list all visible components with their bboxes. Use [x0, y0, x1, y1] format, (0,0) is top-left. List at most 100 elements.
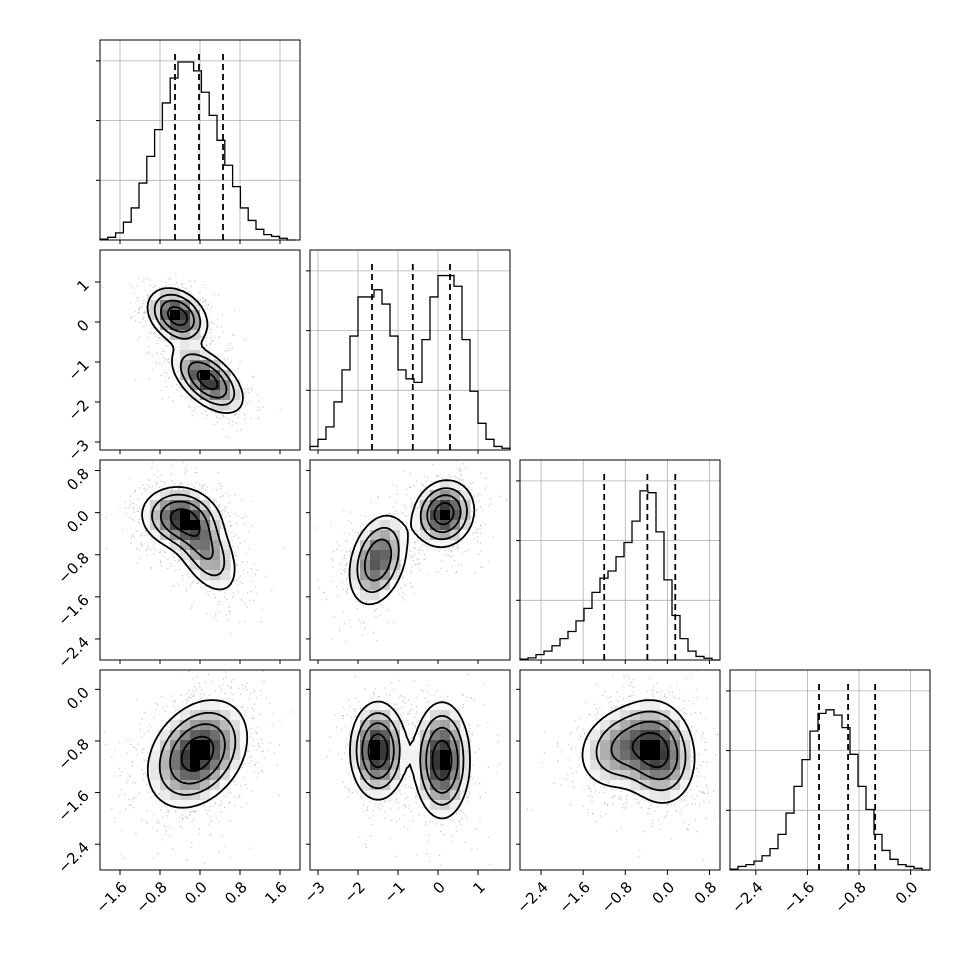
- density-cell: [190, 520, 201, 531]
- density-cell: [380, 560, 391, 571]
- density-cell: [180, 350, 191, 361]
- density-cell: [610, 720, 621, 731]
- density-cell: [160, 300, 171, 311]
- density-cell: [630, 710, 641, 721]
- density-panel-p2-p3: [519, 669, 721, 871]
- density-panel-p1-p2: [309, 459, 511, 661]
- density-cell: [350, 740, 361, 751]
- density-cell: [600, 720, 611, 731]
- density-cell: [160, 530, 171, 541]
- density-cell: [200, 360, 211, 371]
- density-cell: [400, 730, 411, 741]
- density-cell: [650, 710, 661, 721]
- density-cell: [620, 780, 631, 791]
- x-tick-label-p2-2: −0.8: [598, 878, 636, 916]
- density-cell: [180, 760, 191, 771]
- density-panel-p0-p2: [99, 459, 301, 661]
- density-cell: [660, 730, 671, 741]
- density-cell: [180, 330, 191, 341]
- histogram-step-p2: [519, 490, 720, 661]
- density-cell: [430, 730, 441, 741]
- density-cell: [400, 530, 411, 541]
- density-cell: [360, 540, 371, 551]
- contour-level-3: [631, 731, 669, 769]
- density-cell: [420, 800, 431, 811]
- density-cell: [440, 750, 451, 761]
- density-cell: [670, 750, 681, 761]
- density-cell: [370, 560, 381, 571]
- density-cell: [660, 780, 671, 791]
- density-cell: [380, 790, 391, 801]
- density-cell: [380, 570, 391, 581]
- density-cell: [210, 780, 221, 791]
- density-cell: [650, 730, 661, 741]
- density-cell: [380, 590, 391, 601]
- density-cell: [190, 730, 201, 741]
- x-tick-label-p0-4: 1.6: [261, 878, 291, 908]
- density-cell: [440, 520, 451, 531]
- density-cell: [450, 780, 461, 791]
- density-cell: [650, 740, 661, 751]
- density-cell: [200, 560, 211, 571]
- contour-level-0: [349, 700, 471, 820]
- density-cell: [650, 790, 661, 801]
- density-cell: [150, 780, 161, 791]
- density-cell: [370, 700, 381, 711]
- density-cell: [420, 790, 431, 801]
- density-cell: [460, 750, 471, 761]
- contour-level-3: [433, 502, 455, 526]
- x-tick-label-p0-3: 0.8: [221, 878, 251, 908]
- density-cell: [430, 750, 441, 761]
- density-cell: [660, 760, 671, 771]
- density-cell: [200, 320, 211, 331]
- density-cell: [460, 780, 471, 791]
- density-cell: [610, 710, 621, 721]
- density-cell: [420, 510, 431, 521]
- y-tick-label-p1-3: 0: [73, 316, 92, 335]
- density-cell: [420, 740, 431, 751]
- contour-level-3: [169, 508, 201, 537]
- x-tick-label-p3-0: −2.4: [728, 878, 766, 916]
- density-cell: [190, 300, 201, 311]
- density-cell: [460, 730, 471, 741]
- density-cell: [600, 740, 611, 751]
- density-cell: [370, 710, 381, 721]
- density-cell: [180, 360, 191, 371]
- density-cell: [660, 790, 671, 801]
- contour-level-2: [610, 720, 679, 781]
- density-cell: [640, 790, 651, 801]
- density-cell: [180, 370, 191, 381]
- density-cell: [600, 730, 611, 741]
- density-cell: [170, 360, 181, 371]
- density-cell: [150, 290, 161, 301]
- density-cell: [380, 700, 391, 711]
- density-cell: [220, 720, 231, 731]
- density-cell: [430, 800, 441, 811]
- density-cell: [220, 530, 231, 541]
- density-cell: [380, 540, 391, 551]
- density-cell: [180, 740, 191, 751]
- density-cell: [220, 770, 231, 781]
- density-cell: [160, 750, 171, 761]
- density-cell: [220, 730, 231, 741]
- density-cell: [170, 760, 181, 771]
- histogram-step-p1: [309, 274, 511, 450]
- y-tick-label-p3-1: −1.6: [54, 787, 92, 825]
- density-cell: [210, 370, 221, 381]
- density-cell: [160, 770, 171, 781]
- y-tick-label-p2-1: −1.6: [54, 591, 92, 629]
- density-cell: [440, 480, 451, 491]
- contour-level-1: [355, 712, 465, 806]
- contour-level-2: [361, 722, 459, 794]
- density-cell: [170, 780, 181, 791]
- density-cell: [230, 710, 241, 721]
- density-cell: [210, 770, 221, 781]
- density-cell: [150, 510, 161, 521]
- density-cell: [410, 740, 421, 751]
- contour-level-1: [153, 293, 236, 406]
- density-cell: [190, 370, 201, 381]
- density-cell: [390, 750, 401, 761]
- density-cell: [180, 540, 191, 551]
- density-cell: [430, 520, 441, 531]
